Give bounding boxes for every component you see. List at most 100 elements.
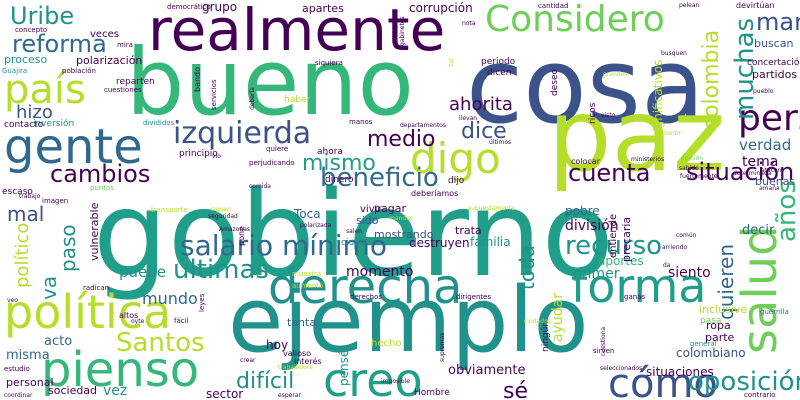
word-ahorita: paso bbox=[56, 224, 80, 272]
word-general: inclusive bbox=[699, 303, 747, 316]
word-vez: personal bbox=[6, 376, 54, 389]
word-guajira: cuestiones bbox=[104, 86, 142, 94]
word-ningun: democrático bbox=[167, 3, 211, 11]
word-se: persona bbox=[738, 98, 800, 139]
word-trabajo: nota bbox=[462, 20, 476, 27]
word-mostrando: trata bbox=[455, 224, 482, 237]
word-salario-minimo: cambios bbox=[50, 160, 150, 188]
word-pasa: buenas bbox=[755, 175, 795, 188]
word-realmente: realmente bbox=[148, 0, 445, 64]
word-leyes: arriendo bbox=[662, 244, 687, 251]
word-ejemplo: ejemplo bbox=[228, 268, 589, 373]
word-toda: años bbox=[772, 180, 800, 242]
word-destruyen: entiende bbox=[608, 214, 619, 258]
word-colocar: haber bbox=[284, 95, 310, 105]
word-servicios: busquen bbox=[661, 50, 687, 57]
word-gabinetes: amaña bbox=[759, 185, 780, 192]
word-politico: verdad bbox=[739, 136, 791, 154]
word-determinada: cantidad bbox=[538, 2, 568, 10]
word-verdad: división bbox=[565, 218, 619, 234]
word-dinero: bando bbox=[193, 67, 202, 92]
word-mandos: siguen bbox=[211, 206, 231, 213]
word-parte: buscan bbox=[754, 37, 793, 50]
word-apartes: colombiano bbox=[676, 346, 746, 360]
word-devirtuan: pelean bbox=[679, 2, 700, 9]
word-deberiamos: escaso bbox=[2, 187, 33, 197]
word-va: manejado bbox=[756, 8, 800, 36]
word-uribe: reforma bbox=[12, 30, 107, 58]
word-seguridad: ciudad bbox=[341, 238, 371, 248]
word-derechos: dirigentes bbox=[456, 293, 491, 301]
word-supuestamente: pone bbox=[237, 226, 246, 246]
word-ministerios: llevan bbox=[459, 115, 477, 122]
word-pobre: precaria bbox=[620, 217, 633, 262]
word-aumento: derechos bbox=[350, 293, 382, 301]
word-hizo: mal bbox=[7, 202, 44, 226]
word-nota: gabinetes bbox=[399, 16, 406, 46]
word-digo: salud bbox=[732, 225, 788, 354]
word-muestra: aumentó bbox=[292, 282, 323, 290]
word-medio: medio bbox=[367, 127, 436, 152]
word-hecho: situaciones bbox=[646, 365, 714, 379]
word-ahora: imagen bbox=[42, 197, 68, 205]
word-amana: sabido bbox=[679, 165, 699, 172]
word-izquierda: izquierda bbox=[173, 116, 311, 151]
word-sentir: determinada bbox=[733, 170, 772, 177]
word-trabajadora: trabajadora bbox=[278, 364, 313, 371]
word-tal: dinero bbox=[325, 175, 354, 185]
word-opinion: ministerios bbox=[631, 156, 664, 163]
word-reparten: divididos bbox=[143, 119, 175, 127]
word-imagen: comida bbox=[249, 183, 271, 190]
word-aportes: aportes bbox=[598, 254, 644, 268]
word-puntos: seguridad bbox=[208, 213, 238, 220]
word-da: contacto bbox=[4, 120, 44, 130]
word-crear: crear bbox=[240, 357, 256, 364]
word-paso: recurso bbox=[565, 231, 662, 261]
word-periodo: ningún bbox=[541, 321, 551, 352]
word-beneficio: hizo bbox=[16, 102, 53, 123]
word-departamentos: ricos bbox=[588, 102, 598, 124]
word-haber: dicen bbox=[487, 68, 511, 78]
word-gobierno: gobierno bbox=[93, 165, 614, 303]
word-como: digo bbox=[410, 134, 501, 183]
word-guerrilla: parte bbox=[705, 331, 735, 344]
word-momento: momento bbox=[346, 264, 413, 280]
word-quiere: deberíamos bbox=[411, 189, 458, 198]
word-siento: siento bbox=[668, 265, 711, 281]
word-personal: acto bbox=[44, 334, 72, 349]
word-facil: muestra bbox=[292, 270, 321, 278]
word-ropa: partidos bbox=[752, 68, 797, 81]
word-corrupcion: pensé bbox=[337, 350, 351, 386]
word-valioso: valioso bbox=[283, 349, 311, 358]
word-vivir: pagar bbox=[374, 202, 406, 215]
word-tema: puede bbox=[119, 263, 166, 281]
word-veces: hecho bbox=[371, 338, 401, 349]
word-concepto: población bbox=[62, 67, 96, 75]
word-ganas: radican bbox=[83, 284, 109, 292]
word-precaria: guerrilla bbox=[760, 308, 789, 316]
word-concertacion: opinión bbox=[681, 155, 703, 162]
word-bando: concertación bbox=[747, 57, 800, 68]
word-dicen: ciudades bbox=[524, 318, 551, 325]
word-pelean: grandes bbox=[603, 71, 627, 78]
word-amazonas: salen bbox=[346, 228, 362, 235]
word-persona: salario mínimo bbox=[180, 229, 387, 262]
word-divididos: dijo bbox=[448, 176, 465, 186]
word-derecha: derecha bbox=[268, 259, 462, 315]
word-siguen: fácil bbox=[174, 317, 189, 325]
word-bueno: bueno bbox=[126, 29, 414, 136]
word-ciudades: seleccionados bbox=[600, 365, 642, 372]
word-cuestiones: quiere bbox=[266, 145, 288, 153]
word-grupo: ayudar bbox=[550, 293, 566, 342]
word-manos: periodo bbox=[481, 57, 516, 67]
word-politica: política bbox=[4, 285, 171, 339]
word-esperar: Hombre bbox=[414, 388, 450, 398]
word-quieren: tema bbox=[742, 154, 778, 170]
word-buscan: veces bbox=[90, 29, 119, 40]
word-primer: primer bbox=[573, 266, 620, 282]
word-pense: sirven bbox=[593, 347, 614, 355]
word-recurso: beneficio bbox=[320, 163, 439, 193]
word-buenas: polarización bbox=[76, 54, 142, 67]
word-estudio: supremas bbox=[439, 333, 446, 362]
